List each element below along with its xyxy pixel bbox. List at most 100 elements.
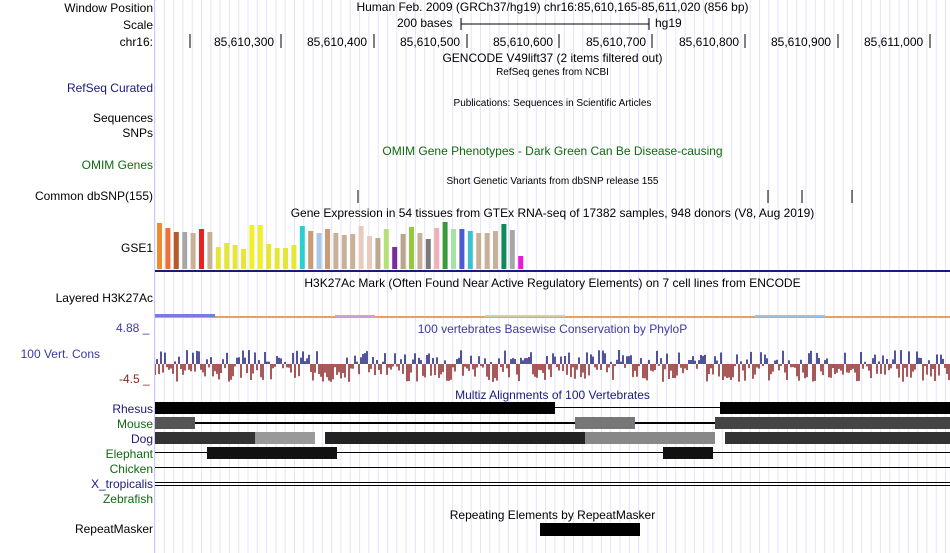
gtex-bar <box>283 248 288 269</box>
gtex-bar <box>215 247 221 269</box>
h3k27ac-signal <box>335 315 375 317</box>
gtex-bar <box>459 229 465 269</box>
omim-label[interactable]: OMIM Genes <box>81 158 153 172</box>
refseq-caption[interactable]: RefSeq genes from NCBI <box>496 67 609 78</box>
gtex-bar <box>467 231 473 269</box>
align-mouse <box>155 417 195 429</box>
dbsnp-caption[interactable]: Short Genetic Variants from dbSNP releas… <box>446 176 659 187</box>
h3k27ac-signal <box>485 315 565 317</box>
gtex-bar <box>165 228 171 269</box>
h3k27ac-signal <box>755 315 825 317</box>
ruler-tick-label: 85,610,700 <box>586 35 647 49</box>
gtex-bar <box>383 229 389 269</box>
align-elephant <box>207 447 337 459</box>
gtex-bar <box>493 231 498 269</box>
align-elephant <box>663 447 713 459</box>
align-chicken <box>155 467 950 468</box>
ruler-tick-label: 85,610,900 <box>771 35 832 49</box>
align-dog <box>585 432 715 444</box>
scale-text: 200 bases <box>397 16 453 30</box>
genome-browser-grid <box>155 0 950 553</box>
ruler-tick-label: 85,610,400 <box>307 35 368 49</box>
publications-caption[interactable]: Publications: Sequences in Scientific Ar… <box>453 98 652 109</box>
gtex-bar <box>417 233 423 269</box>
gtex-bar <box>341 235 347 269</box>
gtex-bar <box>232 245 238 269</box>
scale-label: Scale <box>122 18 153 32</box>
gtex-bar <box>518 256 524 269</box>
gtex-bar <box>509 230 515 269</box>
gtex-bar <box>199 229 204 269</box>
gtex-bar <box>241 249 246 269</box>
gtex-bar <box>224 243 230 269</box>
phylop-max-label: 4.88 _ <box>116 321 150 335</box>
gtex-bar <box>476 233 482 269</box>
align-x-tropicalis <box>155 485 950 486</box>
gtex-bar <box>442 222 448 269</box>
gtex-bar <box>358 226 364 269</box>
species-elephant[interactable]: Elephant <box>105 447 153 461</box>
ruler-tick-label: 85,610,300 <box>214 35 275 49</box>
gtex-bar <box>207 232 213 269</box>
gtex-bar <box>190 233 196 269</box>
species-zebrafish[interactable]: Zebrafish <box>102 492 153 506</box>
gtex-bar <box>157 223 162 269</box>
species-x-tropicalis[interactable]: X_tropicalis <box>90 477 153 491</box>
phylop-caption[interactable]: 100 vertebrates Basewise Conservation by… <box>417 322 688 336</box>
gtex-bar <box>484 233 490 269</box>
h3k27ac-signal <box>155 314 215 317</box>
align-mouse <box>715 417 950 429</box>
align-rhesus <box>155 402 555 414</box>
gtex-bar <box>316 233 322 269</box>
repeatmasker-caption[interactable]: Repeating Elements by RepeatMasker <box>449 508 656 522</box>
repeatmasker-label[interactable]: RepeatMasker <box>74 522 153 536</box>
species-mouse[interactable]: Mouse <box>116 417 153 431</box>
h3k27ac-caption[interactable]: H3K27Ac Mark (Often Found Near Active Re… <box>304 276 801 290</box>
align-rhesus <box>555 407 720 408</box>
gtex-bar <box>501 224 507 269</box>
align-dog <box>725 432 950 444</box>
gtex-bar <box>249 225 255 269</box>
ruler-tick-label: 85,610,600 <box>493 35 554 49</box>
gtex-bar <box>425 239 431 269</box>
species-dog[interactable]: Dog <box>130 432 153 446</box>
species-rhesus[interactable]: Rhesus <box>112 402 153 416</box>
phylop-label[interactable]: 100 Vert. Cons <box>20 347 100 361</box>
gtex-bar <box>308 231 314 269</box>
refseq-label[interactable]: RefSeq Curated <box>66 81 153 95</box>
gtex-caption[interactable]: Gene Expression in 54 tissues from GTEx … <box>290 206 815 220</box>
gencode-caption[interactable]: GENCODE V49lift37 (2 items filtered out) <box>442 51 663 65</box>
dbsnp-label[interactable]: Common dbSNP(155) <box>34 189 153 203</box>
align-mouse <box>575 417 635 429</box>
sequences-label[interactable]: Sequences <box>92 111 153 125</box>
species-chicken[interactable]: Chicken <box>109 462 153 476</box>
h3k27ac-label[interactable]: Layered H3K27Ac <box>55 291 153 305</box>
gtex-bar <box>182 232 188 269</box>
gtex-bar <box>434 228 440 269</box>
gtex-bar <box>257 225 263 269</box>
chrom-label: chr16: <box>119 35 153 49</box>
align-dog <box>255 432 315 444</box>
align-dog <box>325 432 585 444</box>
gtex-bar <box>375 238 381 269</box>
align-x-tropicalis <box>155 482 950 483</box>
gtex-axis <box>155 270 950 272</box>
align-mouse <box>195 422 575 424</box>
ruler-tick-label: 85,611,000 <box>864 35 924 49</box>
gtex-bar <box>451 229 456 269</box>
assembly-position[interactable]: Human Feb. 2009 (GRCh37/hg19) chr16:85,6… <box>356 0 749 14</box>
align-rhesus <box>720 402 950 414</box>
omim-caption[interactable]: OMIM Gene Phenotypes - Dark Green Can Be… <box>382 144 723 158</box>
snps-label[interactable]: SNPs <box>122 126 153 140</box>
phylop-min-label: -4.5 _ <box>119 372 150 386</box>
gtex-bar <box>400 234 406 269</box>
multiz-caption[interactable]: Multiz Alignments of 100 Vertebrates <box>455 388 650 402</box>
gtex-bar <box>367 236 372 269</box>
ruler-tick-label: 85,610,500 <box>400 35 461 49</box>
gtex-bar <box>350 234 356 269</box>
gtex-label[interactable]: GSE1 <box>120 241 153 255</box>
gtex-bar <box>392 247 398 269</box>
scale-assembly: hg19 <box>655 16 682 30</box>
gtex-bar <box>274 248 280 269</box>
align-mouse <box>635 422 715 424</box>
